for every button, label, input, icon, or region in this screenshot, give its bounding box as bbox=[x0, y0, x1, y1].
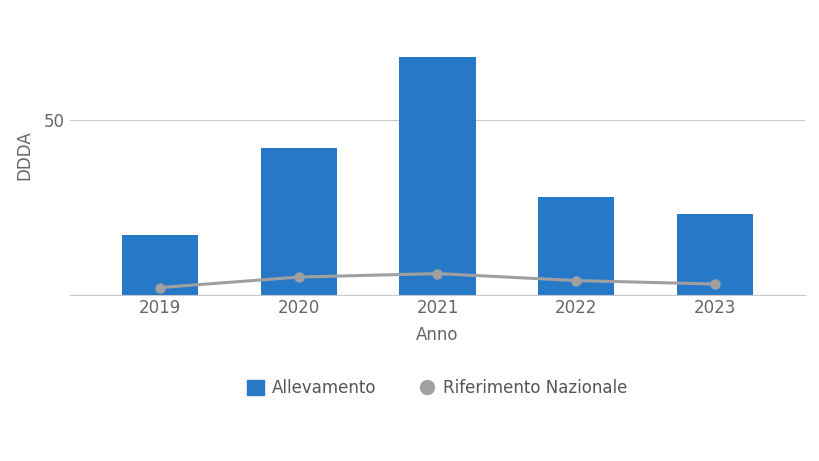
Bar bbox=[122, 235, 198, 295]
Bar bbox=[399, 57, 475, 295]
Bar bbox=[676, 214, 752, 295]
Bar bbox=[260, 148, 337, 295]
X-axis label: Anno: Anno bbox=[416, 326, 458, 344]
Bar bbox=[537, 197, 613, 295]
Legend: Allevamento, Riferimento Nazionale: Allevamento, Riferimento Nazionale bbox=[240, 373, 634, 404]
Y-axis label: DDDA: DDDA bbox=[15, 130, 33, 180]
